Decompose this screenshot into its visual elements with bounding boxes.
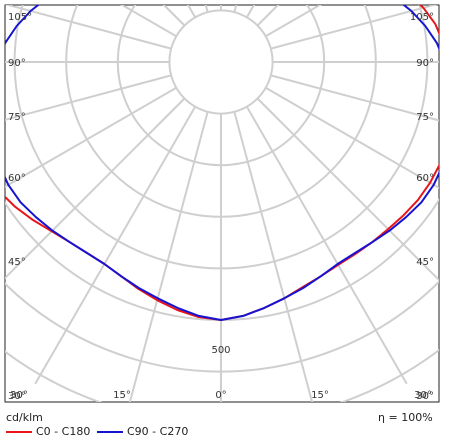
angle-label-bottom-4: 30° — [414, 390, 432, 401]
legend-swatch-c0-c180 — [6, 431, 32, 433]
legend-swatch-c90-c270 — [97, 431, 123, 433]
grid-spoke-330 — [34, 106, 197, 385]
efficiency-readout: η = 100% — [378, 411, 433, 424]
grid-spoke-15 — [233, 111, 314, 402]
grid-spoke-30 — [245, 106, 408, 385]
series-curve-c90-c270 — [5, 5, 439, 321]
angle-label-right-2: 75° — [416, 112, 434, 123]
angle-label-bottom-0: 30° — [10, 390, 28, 401]
grid-spoke-315 — [5, 97, 186, 280]
angle-label-right-0: 105° — [410, 12, 434, 23]
radial-tick-label: 500 — [211, 345, 230, 356]
grid-spoke-255 — [5, 5, 172, 50]
angle-label-bottom-2: 0° — [215, 390, 226, 401]
angle-label-right-3: 60° — [416, 173, 434, 184]
unit-label: cd/klm — [6, 411, 43, 424]
angle-label-right-1: 90° — [416, 58, 434, 69]
legend-label-c0-c180: C0 - C180 — [36, 425, 91, 438]
legend-label-c90-c270: C90 - C270 — [127, 425, 189, 438]
angle-label-left-0: 105° — [8, 12, 32, 23]
grid-spoke-300 — [5, 86, 177, 188]
angle-label-bottom-1: 15° — [113, 390, 131, 401]
grid-spoke-105 — [270, 5, 438, 50]
grid-spoke-285 — [5, 74, 172, 121]
efficiency-value: 100% — [401, 411, 433, 424]
grid-spoke-120 — [265, 5, 322, 38]
angle-label-bottom-3: 15° — [311, 390, 329, 401]
grid-spoke-45 — [256, 97, 439, 282]
grid-spoke-60 — [265, 86, 439, 190]
efficiency-equals: = — [388, 411, 398, 424]
angle-label-left-1: 90° — [8, 58, 26, 69]
angle-label-right-4: 45° — [416, 257, 434, 268]
efficiency-symbol: η — [378, 411, 385, 424]
angle-label-left-3: 60° — [8, 173, 26, 184]
grid-spoke-345 — [128, 111, 209, 402]
angle-label-left-4: 45° — [8, 257, 26, 268]
angle-label-left-2: 75° — [8, 112, 26, 123]
grid-spoke-75 — [270, 74, 439, 122]
grid-spoke-240 — [120, 5, 177, 38]
angle-label-left-5: 30° — [8, 391, 26, 402]
angle-label-right-5: 30° — [416, 391, 434, 402]
